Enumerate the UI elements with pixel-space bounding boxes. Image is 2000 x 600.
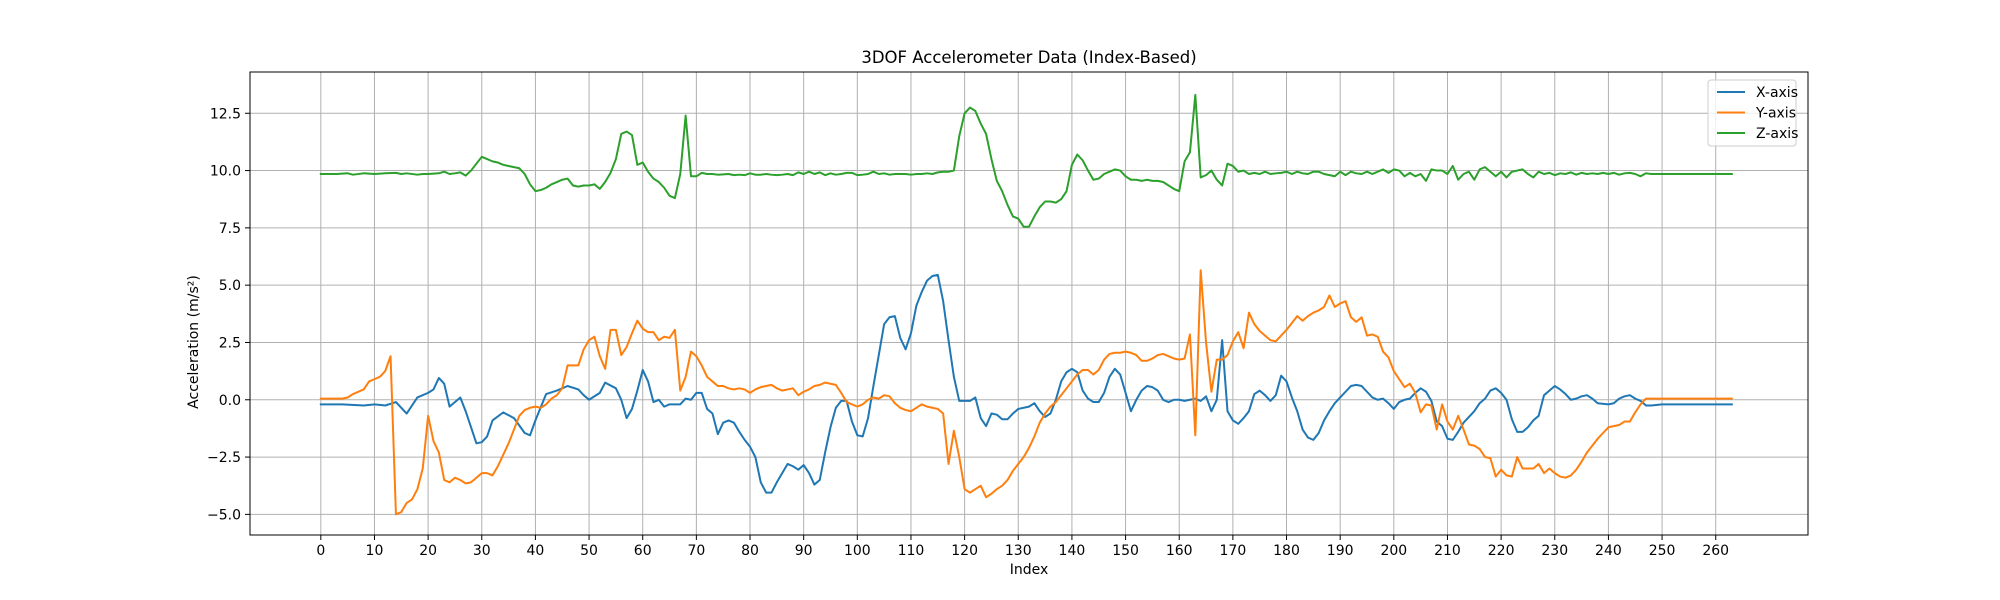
y-tick-label: 7.5 — [219, 221, 241, 237]
x-tick-label: 200 — [1380, 543, 1407, 559]
chart-legend: X-axis Y-axis Z-axis — [1707, 79, 1798, 147]
x-tick-label: 130 — [1005, 543, 1032, 559]
x-tick-label: 100 — [844, 543, 871, 559]
legend-box — [1707, 79, 1797, 147]
x-tick-label: 20 — [419, 543, 437, 559]
x-tick-label: 0 — [316, 543, 325, 559]
x-tick-label: 160 — [1166, 543, 1193, 559]
x-tick-label: 250 — [1649, 543, 1676, 559]
legend-label: Y-axis — [1755, 106, 1796, 122]
y-tick-label: 2.5 — [219, 335, 241, 351]
x-tick-label: 180 — [1273, 543, 1300, 559]
series-line-x-axis — [319, 273, 1733, 494]
x-axis-label: Index — [1010, 562, 1049, 578]
y-axis-ticks: −5.0 −2.5 0.0 2.5 5.0 7.5 10.0 12.5 — [207, 106, 250, 523]
x-tick-label: 240 — [1595, 543, 1622, 559]
y-tick-label: 12.5 — [210, 106, 241, 122]
y-tick-label: −2.5 — [207, 450, 241, 466]
x-tick-label: 170 — [1220, 543, 1247, 559]
y-tick-label: 10.0 — [210, 164, 241, 180]
x-tick-label: 230 — [1541, 543, 1568, 559]
x-tick-label: 210 — [1434, 543, 1461, 559]
x-tick-label: 190 — [1327, 543, 1354, 559]
series-line-z-axis — [319, 93, 1733, 228]
x-tick-label: 30 — [473, 543, 491, 559]
series-line-y-axis — [319, 269, 1733, 516]
x-tick-label: 110 — [898, 543, 925, 559]
x-axis-ticks: 0 10 20 30 40 50 60 70 80 90 100 110 120 130 140 150 160… — [316, 535, 1729, 559]
y-tick-label: 0.0 — [219, 393, 241, 409]
x-tick-label: 10 — [366, 543, 384, 559]
x-tick-label: 140 — [1059, 543, 1086, 559]
x-tick-label: 220 — [1488, 543, 1515, 559]
grid-lines — [250, 72, 1808, 535]
x-tick-label: 90 — [795, 543, 813, 559]
legend-label: X-axis — [1756, 85, 1798, 101]
chart-title: 3DOF Accelerometer Data (Index-Based) — [861, 48, 1196, 67]
x-tick-label: 40 — [527, 543, 545, 559]
x-tick-label: 150 — [1112, 543, 1139, 559]
y-tick-label: −5.0 — [207, 507, 241, 523]
y-axis-label: Acceleration (m/s²) — [186, 275, 202, 409]
x-tick-label: 260 — [1702, 543, 1729, 559]
x-tick-label: 80 — [741, 543, 759, 559]
x-tick-label: 60 — [634, 543, 652, 559]
y-tick-label: 5.0 — [219, 278, 241, 294]
x-tick-label: 70 — [687, 543, 705, 559]
data-series — [319, 93, 1733, 516]
x-tick-label: 50 — [580, 543, 598, 559]
legend-label: Z-axis — [1756, 126, 1798, 142]
plot-area-frame — [249, 71, 1809, 536]
x-tick-label: 120 — [951, 543, 978, 559]
